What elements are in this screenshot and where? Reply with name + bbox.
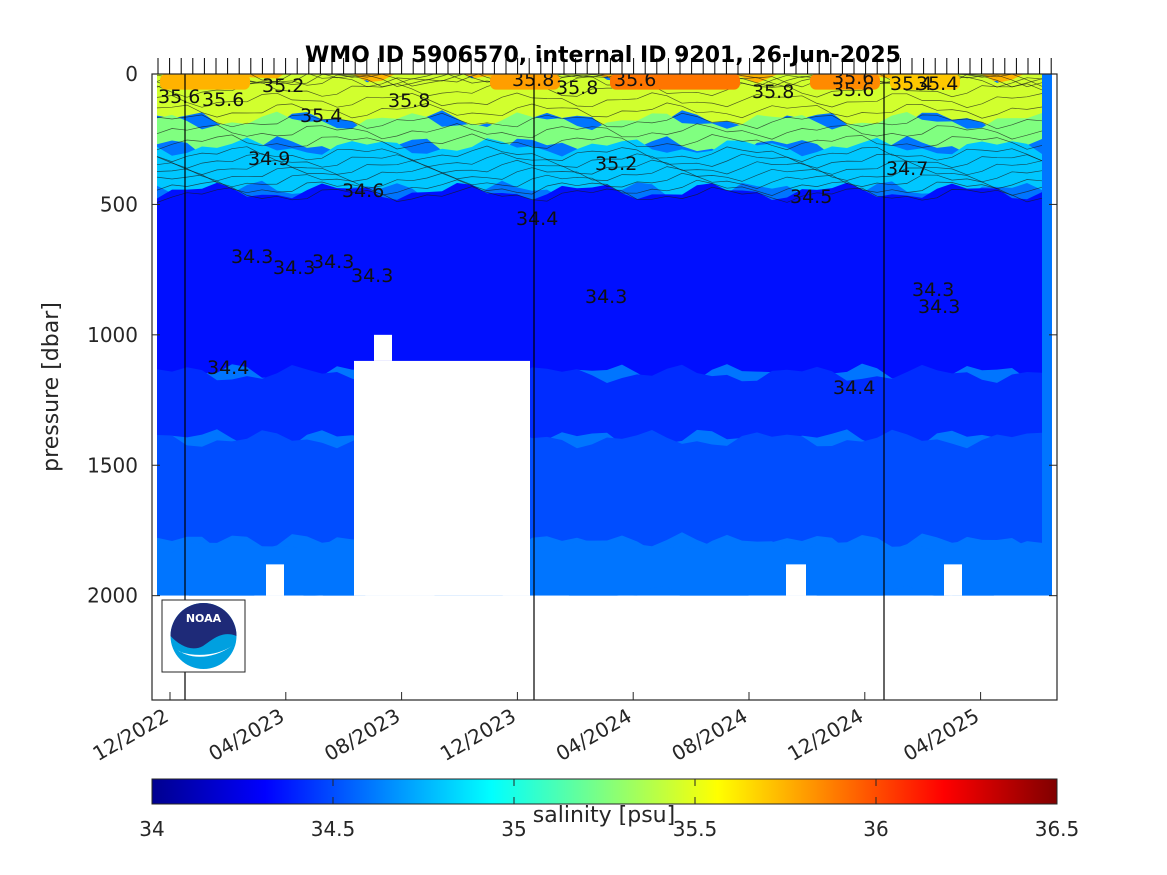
contour-label: 35.6 <box>832 79 874 101</box>
contour-label: 34.3 <box>351 265 393 287</box>
contour-labels: 35.6 35.635.235.435.835.8 35.8 35.635.835.6… <box>158 67 960 399</box>
contour-label: 34.7 <box>886 158 928 180</box>
surface-patch <box>160 74 250 90</box>
surface-patch <box>610 74 740 90</box>
contour-label: 34.9 <box>248 148 290 170</box>
contour-label: 35.6 <box>158 86 200 108</box>
contour-label: 34.4 <box>207 357 249 379</box>
surface-patch <box>810 74 880 90</box>
chart-title: WMO ID 5906570, internal ID 9201, 26-Jun… <box>305 43 901 68</box>
y-tick-label: 1000 <box>87 323 138 347</box>
colorbar-label: salinity [psu] <box>533 803 675 828</box>
contour-label: 35.2 <box>262 75 304 97</box>
x-tick-label: 12/2023 <box>436 704 520 766</box>
contour-label: 35.2 <box>595 153 637 175</box>
colorbar-tick-label: 35 <box>501 817 526 841</box>
x-tick-label: 12/2024 <box>783 704 867 766</box>
salinity-band <box>157 182 1042 384</box>
y-axis-label: pressure [dbar] <box>39 302 64 472</box>
contour-label: 35.8 <box>556 77 598 99</box>
contour-label: 34.4 <box>516 208 558 230</box>
contour-label: 35.8 <box>512 69 554 91</box>
contour-label: 35.6 <box>614 69 656 91</box>
y-axis: 0 500 1000 1500 2000 <box>87 62 1057 608</box>
contour-label: 34.3 <box>312 251 354 273</box>
contour-label: 34.5 <box>790 186 832 208</box>
missing-data-masks <box>152 334 1057 700</box>
svg-text:NOAA: NOAA <box>186 612 222 625</box>
x-tick-label: 08/2023 <box>320 704 404 766</box>
mask-bottom <box>152 595 1057 700</box>
profile-ticks <box>157 58 1052 74</box>
mask-region <box>374 334 392 361</box>
colorbar <box>151 778 1058 805</box>
plot-area: 35.6 35.635.235.435.835.8 35.8 35.635.835.6… <box>152 67 1057 700</box>
contour-label: 34.3 <box>912 279 954 301</box>
y-tick-label: 0 <box>125 62 138 86</box>
contour-line <box>156 159 1043 176</box>
contour-line <box>156 92 1043 108</box>
colorbar-tick-label: 36 <box>863 817 888 841</box>
contour-line <box>156 172 1043 190</box>
mask-region <box>266 564 284 596</box>
x-tick-label: 08/2024 <box>668 704 752 766</box>
contour-line <box>156 102 1043 119</box>
high-salinity-patches <box>160 74 960 90</box>
contour-label: 35.4 <box>916 73 958 95</box>
noaa-logo: NOAA <box>161 599 246 673</box>
year-marker-lines <box>184 74 885 700</box>
x-tick-label: 12/2022 <box>89 704 173 766</box>
mask-region <box>354 360 530 596</box>
contour-label: 34.4 <box>833 377 875 399</box>
contour-line <box>156 133 1043 151</box>
contour-line <box>156 112 1043 130</box>
contour-label: 34.6 <box>342 180 384 202</box>
contour-label: 35.8 <box>752 81 794 103</box>
contour-label: 34.3 <box>231 246 273 268</box>
contour-line <box>156 166 1043 183</box>
contour-line <box>156 123 1043 140</box>
axes-frame <box>151 73 1058 701</box>
contour-label: 34.3 <box>273 257 315 279</box>
salinity-band <box>157 111 1042 158</box>
mask-region <box>944 564 962 596</box>
colorbar-tick-label: 34 <box>139 817 164 841</box>
mask-region <box>786 564 806 596</box>
colorbar-tick-label: 34.5 <box>311 817 356 841</box>
surface-patch <box>890 74 960 90</box>
contour-label: 35.8 <box>388 90 430 112</box>
contour-label: 35.4 <box>890 73 932 95</box>
contour-label: 34.3 <box>585 286 627 308</box>
colorbar-tick-label: 36.5 <box>1035 817 1080 841</box>
contour-line <box>156 186 1043 203</box>
x-tick-label: 04/2025 <box>899 704 983 766</box>
y-tick-label: 500 <box>100 192 138 216</box>
contour-line <box>156 179 1043 196</box>
surface-patch <box>490 74 560 90</box>
contour-label: 35.6 <box>832 67 874 89</box>
contour-label: 35.6 <box>202 89 244 111</box>
contour-line <box>156 145 1043 163</box>
contour-label: 34.3 <box>918 296 960 318</box>
contour-label: 35.4 <box>300 105 342 127</box>
x-tick-label: 04/2024 <box>552 704 636 766</box>
colorbar-tick-label: 35.5 <box>673 817 718 841</box>
x-tick-label: 04/2023 <box>204 704 288 766</box>
y-tick-label: 1500 <box>87 453 138 477</box>
x-axis: 12/2022 04/2023 08/2023 12/2023 04/2024 08/20… <box>89 692 983 766</box>
colorbar-ticks: 34 34.5 35 35.5 36 36.5 <box>139 779 1079 841</box>
y-tick-label: 2000 <box>87 584 138 608</box>
